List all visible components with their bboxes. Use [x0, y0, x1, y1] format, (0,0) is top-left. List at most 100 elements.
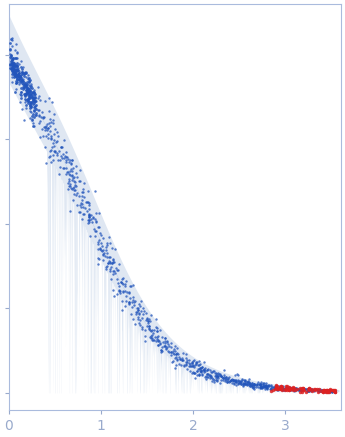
Point	[132, 298, 138, 305]
Point	[26, 86, 31, 93]
Point	[261, 379, 267, 386]
Point	[104, 244, 109, 251]
Point	[32, 98, 38, 105]
Point	[26, 89, 31, 96]
Point	[120, 298, 125, 305]
Point	[306, 385, 311, 392]
Point	[279, 383, 284, 390]
Point	[258, 381, 264, 388]
Point	[41, 124, 46, 131]
Point	[310, 386, 315, 393]
Point	[28, 80, 34, 87]
Point	[184, 358, 189, 365]
Point	[14, 76, 20, 83]
Point	[277, 385, 283, 392]
Point	[172, 343, 177, 350]
Point	[154, 335, 160, 342]
Point	[191, 370, 197, 377]
Point	[204, 374, 210, 381]
Point	[14, 49, 19, 56]
Point	[142, 327, 148, 334]
Point	[10, 60, 16, 67]
Point	[298, 387, 304, 394]
Point	[171, 345, 177, 352]
Point	[233, 378, 238, 385]
Point	[143, 337, 148, 344]
Point	[9, 71, 14, 78]
Point	[160, 347, 165, 354]
Point	[249, 379, 255, 386]
Point	[176, 350, 181, 357]
Point	[317, 386, 322, 393]
Point	[156, 336, 161, 343]
Point	[329, 387, 335, 394]
Point	[46, 134, 51, 141]
Point	[11, 66, 17, 73]
Point	[200, 366, 206, 373]
Point	[12, 72, 17, 79]
Point	[263, 382, 268, 388]
Point	[14, 67, 20, 74]
Point	[307, 387, 312, 394]
Point	[22, 92, 28, 99]
Point	[72, 182, 78, 189]
Point	[147, 317, 153, 324]
Point	[317, 388, 322, 395]
Point	[216, 372, 221, 379]
Point	[231, 380, 236, 387]
Point	[310, 387, 316, 394]
Point	[249, 382, 255, 388]
Point	[29, 103, 34, 110]
Point	[211, 378, 216, 385]
Point	[56, 171, 62, 178]
Point	[325, 388, 330, 395]
Point	[236, 378, 242, 385]
Point	[251, 380, 256, 387]
Point	[16, 72, 22, 79]
Point	[60, 165, 66, 172]
Point	[229, 380, 235, 387]
Point	[332, 388, 337, 395]
Point	[232, 378, 237, 385]
Point	[20, 63, 26, 70]
Point	[197, 364, 203, 371]
Point	[106, 254, 111, 261]
Point	[105, 250, 110, 257]
Point	[27, 115, 32, 122]
Point	[244, 379, 249, 386]
Point	[22, 80, 28, 87]
Point	[241, 380, 247, 387]
Point	[117, 287, 123, 294]
Point	[322, 388, 328, 395]
Point	[23, 97, 29, 104]
Point	[12, 61, 18, 68]
Point	[306, 387, 312, 394]
Point	[268, 383, 274, 390]
Point	[38, 133, 43, 140]
Point	[12, 63, 18, 70]
Point	[87, 214, 92, 221]
Point	[234, 371, 240, 378]
Point	[13, 79, 19, 86]
Point	[158, 347, 164, 354]
Point	[297, 386, 303, 393]
Point	[13, 73, 19, 80]
Point	[96, 255, 101, 262]
Point	[320, 388, 325, 395]
Point	[26, 91, 31, 98]
Point	[13, 41, 19, 48]
Point	[57, 156, 62, 163]
Point	[304, 388, 309, 395]
Point	[25, 72, 30, 79]
Point	[10, 65, 15, 72]
Point	[198, 368, 204, 375]
Point	[268, 385, 274, 392]
Point	[128, 282, 134, 289]
Point	[319, 388, 324, 395]
Point	[18, 74, 23, 81]
Point	[191, 370, 196, 377]
Point	[28, 77, 33, 84]
Point	[106, 260, 111, 267]
Point	[71, 183, 77, 190]
Point	[325, 387, 330, 394]
